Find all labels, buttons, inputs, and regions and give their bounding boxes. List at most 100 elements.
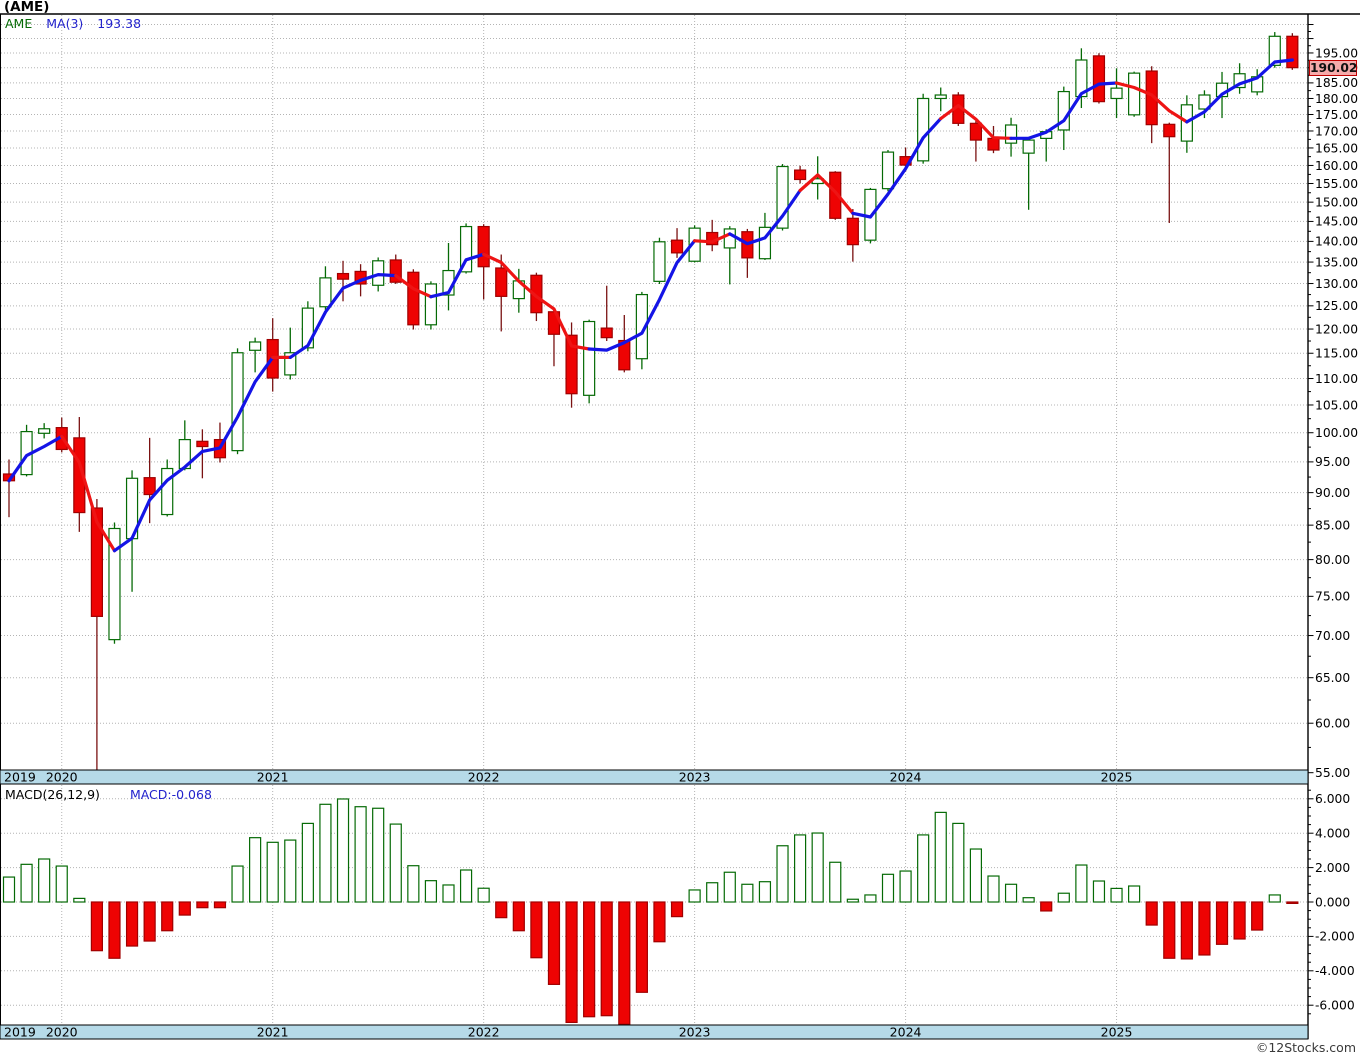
candlestick (1004, 124, 1018, 144)
candlestick (407, 271, 420, 326)
price-tick-label: 80.00 (1315, 553, 1350, 567)
price-tick-label: 95.00 (1315, 455, 1350, 469)
macd-bar (530, 901, 543, 959)
macd-bar (864, 894, 877, 903)
macd-bar (319, 803, 332, 903)
macd-bar (758, 881, 772, 903)
macd-bar (1110, 887, 1123, 903)
year-label: 2023 (679, 1025, 711, 1040)
ma3-line (1185, 58, 1294, 124)
symbol-label: AME (5, 16, 33, 31)
candlestick (635, 293, 648, 360)
candlestick (1268, 35, 1281, 66)
macd-tick-label: 2.000 (1315, 861, 1350, 875)
candlestick (231, 352, 244, 452)
candlestick (477, 225, 490, 268)
macd-bar (477, 887, 490, 903)
price-tick-label: 60.00 (1315, 717, 1350, 731)
price-tick-label: 125.00 (1315, 299, 1358, 313)
candlestick (459, 225, 473, 273)
macd-bar (583, 901, 596, 1018)
price-panel-legend: AME MA(3) 193.38 (5, 16, 141, 31)
macd-bar (372, 807, 385, 903)
macd-bar (196, 901, 209, 909)
macd-tick-label: 0.000 (1315, 895, 1350, 909)
macd-bar (1128, 885, 1141, 903)
ma3-line (851, 116, 943, 219)
macd-bar (1022, 897, 1035, 903)
macd-bar (249, 837, 262, 903)
candlestick (249, 341, 262, 351)
candlestick (38, 428, 51, 434)
macd-bar (547, 901, 561, 985)
candlestick (73, 437, 86, 514)
candlestick (301, 307, 314, 349)
ma3-line (798, 173, 855, 215)
price-tick-label: 85.00 (1315, 518, 1350, 532)
macd-bar (1145, 901, 1158, 926)
macd-bar (1057, 892, 1070, 903)
macd-bar (1040, 901, 1053, 912)
candlestick (495, 267, 508, 297)
macd-tick-label: -4.000 (1315, 964, 1355, 978)
macd-bar (213, 901, 227, 909)
candlestick (600, 327, 613, 339)
macd-bar (407, 865, 420, 903)
year-label: 2020 (46, 770, 78, 785)
macd-bar (301, 822, 314, 903)
candlestick (565, 334, 578, 395)
macd-bar (829, 861, 842, 903)
candlestick (1110, 87, 1123, 100)
macd-bar (969, 848, 983, 903)
macd-label: MACD(26,12,9) (5, 787, 100, 802)
candlestick (424, 283, 438, 326)
year-label: 2019 (4, 770, 36, 785)
macd-bar (635, 901, 648, 993)
ma3-line (482, 252, 591, 351)
year-band (0, 769, 1309, 785)
macd-bar (20, 863, 33, 903)
price-tick-label: 90.00 (1315, 486, 1350, 500)
macd-bar (90, 901, 104, 952)
candlestick (284, 352, 297, 376)
candlestick (1075, 59, 1088, 98)
macd-bar (55, 865, 68, 903)
macd-tick-label: 4.000 (1315, 827, 1350, 841)
candlestick (90, 507, 104, 617)
price-tick-label: 175.00 (1315, 108, 1358, 122)
year-label: 2021 (257, 1025, 289, 1040)
macd-bar (1251, 901, 1264, 931)
year-label: 2022 (468, 1025, 500, 1040)
price-tick-label: 165.00 (1315, 141, 1358, 155)
candlestick (688, 227, 701, 262)
candlestick (846, 217, 859, 246)
candlestick (108, 527, 121, 641)
macd-bar (1268, 894, 1281, 903)
macd-bar (793, 834, 807, 903)
macd-bar (952, 822, 965, 903)
macd-tick-label: -2.000 (1315, 930, 1355, 944)
candlestick (793, 169, 807, 181)
macd-bar (424, 880, 438, 903)
macd-bar (688, 889, 701, 903)
macd-tick-label: -6.000 (1315, 999, 1355, 1013)
year-label: 2024 (890, 1025, 922, 1040)
candlestick (161, 467, 174, 516)
candlestick (1286, 35, 1299, 69)
candlestick (653, 241, 666, 282)
macd-bar (495, 901, 508, 919)
price-tick-label: 150.00 (1315, 195, 1358, 209)
price-tick-label: 115.00 (1315, 347, 1358, 361)
macd-bar (284, 839, 297, 903)
macd-bar (389, 823, 402, 903)
year-label: 2023 (679, 770, 711, 785)
macd-bar (565, 901, 578, 1024)
watermark-credit: ©12Stocks.com (1255, 1040, 1356, 1055)
price-tick-label: 180.00 (1315, 92, 1358, 106)
macd-tick-label: 6.000 (1315, 792, 1350, 806)
candlestick (987, 137, 1000, 151)
macd-bar (336, 798, 350, 903)
price-tick-label: 140.00 (1315, 235, 1358, 249)
